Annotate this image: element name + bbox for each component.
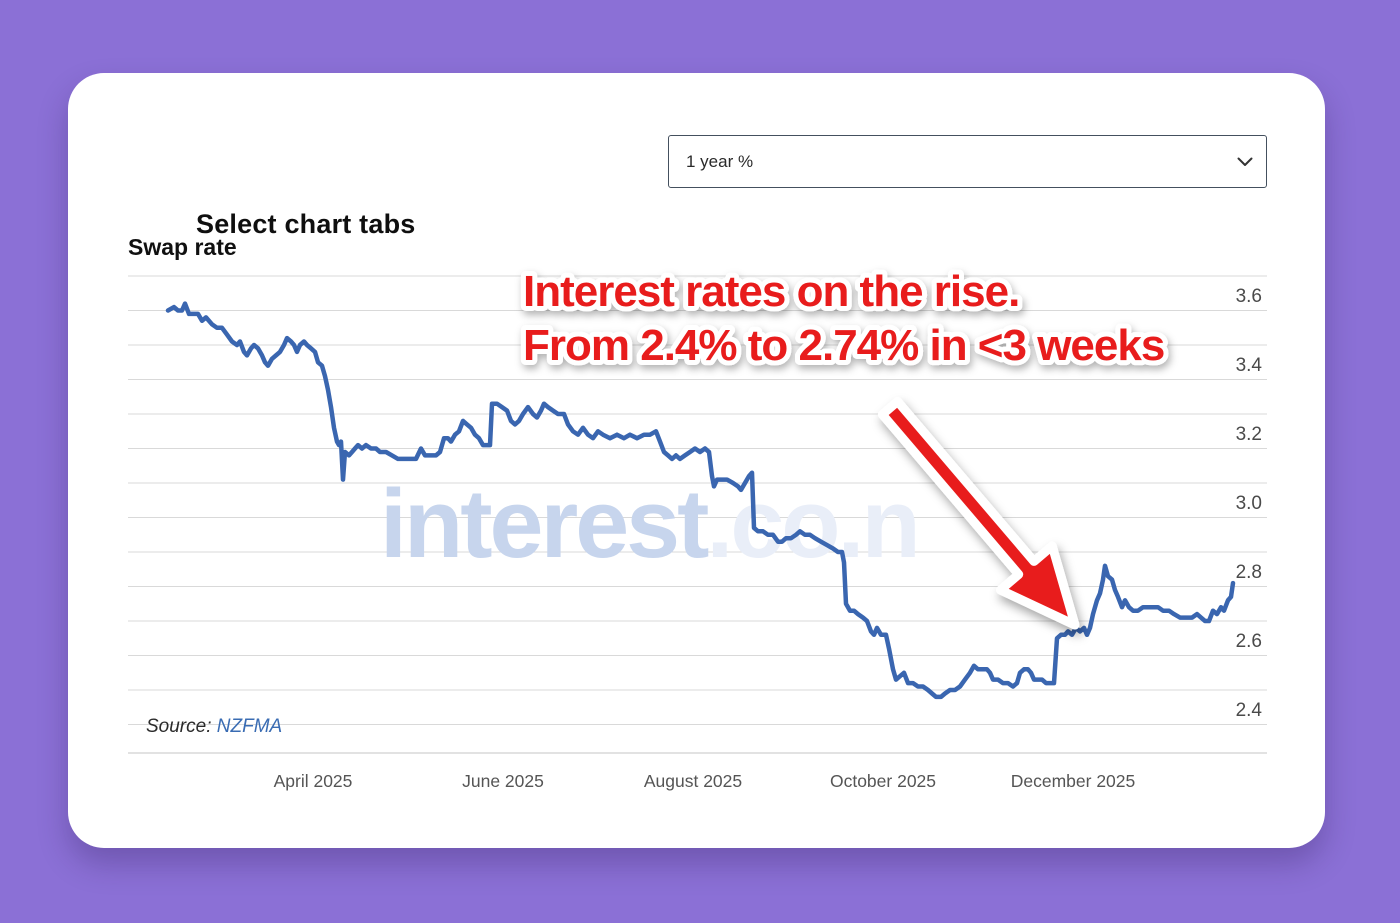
red-arrow xyxy=(877,397,1080,630)
watermark: interest.co.n xyxy=(380,469,918,578)
y-axis-tick-label: 2.4 xyxy=(1236,700,1263,721)
x-axis-tick-label: October 2025 xyxy=(830,771,936,791)
y-axis-labels: 3.6 3.4 3.2 3.0 2.8 2.6 2.4 xyxy=(1236,286,1263,721)
y-axis-tick-label: 2.6 xyxy=(1236,631,1262,652)
annotation-text-line2: From 2.4% to 2.74% in <3 weeks xyxy=(523,321,1164,370)
x-axis-tick-label: August 2025 xyxy=(644,771,742,791)
y-axis-tick-label: 3.4 xyxy=(1236,355,1263,376)
y-axis-tick-label: 3.6 xyxy=(1236,286,1262,307)
chart-card: Select chart tabs 1 year % Swap rate xyxy=(68,73,1325,848)
watermark-interest: interest xyxy=(380,469,709,578)
x-axis-labels: April 2025 June 2025 August 2025 October 20… xyxy=(274,771,1136,791)
source-line: Source: NZFMA xyxy=(146,716,282,738)
y-axis-tick-label: 3.0 xyxy=(1236,493,1262,514)
annotation-text-line1: Interest rates on the rise. xyxy=(523,267,1019,316)
chart-tab-select-wrap: 1 year % xyxy=(668,135,1267,188)
source-link[interactable]: NZFMA xyxy=(216,716,283,737)
swap-rate-line xyxy=(165,301,1236,700)
page-title: Select chart tabs xyxy=(196,209,416,239)
chart-tabs-select[interactable]: 1 year % xyxy=(668,135,1267,188)
x-axis-tick-label: June 2025 xyxy=(462,771,544,791)
x-axis-tick-label: December 2025 xyxy=(1011,771,1136,791)
y-axis-tick-label: 2.8 xyxy=(1236,562,1262,583)
chart-title: Swap rate xyxy=(128,234,237,260)
source-label: Source: xyxy=(146,716,212,737)
y-axis-tick-label: 3.2 xyxy=(1236,424,1262,445)
x-axis-tick-label: April 2025 xyxy=(274,771,353,791)
